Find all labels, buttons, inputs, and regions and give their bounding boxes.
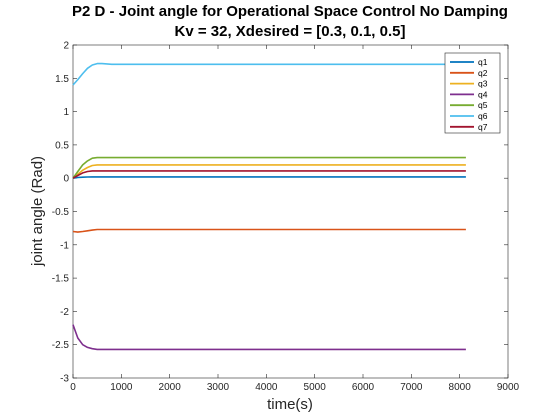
y-tick-label: 2 [63,41,69,52]
x-tick-label: 6000 [352,382,375,393]
y-tick-label: 0 [63,174,69,185]
y-tick-label: 0.5 [55,140,69,151]
x-tick-label: 0 [70,382,76,393]
legend-label-q5: q5 [478,100,488,110]
legend-label-q7: q7 [478,122,488,132]
y-tick-label: -2 [60,307,69,318]
y-tick-label: -3 [60,374,69,385]
x-tick-label: 5000 [304,382,327,393]
x-tick-label: 8000 [449,382,472,393]
x-tick-label: 9000 [497,382,520,393]
x-tick-label: 1000 [110,382,133,393]
y-tick-label: -0.5 [52,207,70,218]
x-tick-label: 3000 [207,382,230,393]
y-axis-label: joint angle (Rad) [29,156,46,267]
legend-label-q6: q6 [478,111,488,121]
chart-title: P2 D - Joint angle for Operational Space… [72,3,508,20]
x-tick-label: 7000 [400,382,423,393]
legend-label-q3: q3 [478,79,488,89]
x-axis-label: time(s) [267,396,313,413]
y-tick-label: -1 [60,240,69,251]
y-tick-label: 1 [63,107,69,118]
legend-label-q2: q2 [478,68,488,78]
legend-box [445,53,500,133]
y-tick-label: -1.5 [52,274,70,285]
plot-area [73,45,508,378]
x-tick-label: 4000 [255,382,278,393]
legend-label-q1: q1 [478,57,488,67]
chart-subtitle: Kv = 32, Xdesired = [0.3, 0.1, 0.5] [175,23,406,40]
x-tick-label: 2000 [159,382,182,393]
y-tick-label: -2.5 [52,340,70,351]
y-tick-label: 1.5 [55,74,69,85]
legend-label-q4: q4 [478,89,488,99]
